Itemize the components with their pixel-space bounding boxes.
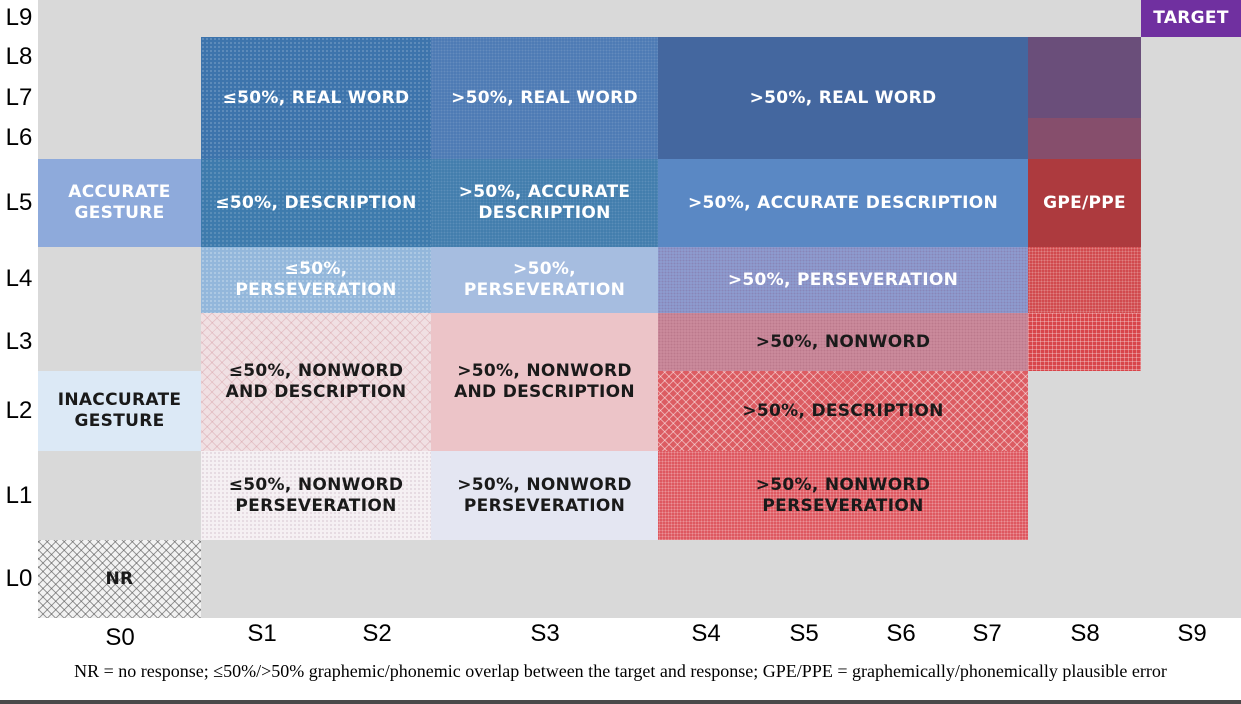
x-label-s1: S1: [247, 620, 277, 647]
nr-cell: NR: [38, 540, 201, 618]
accurate-gesture-cell: ACCURATE GESTURE: [38, 159, 201, 247]
s1s2-description-cell: ≤50%, DESCRIPTION: [201, 159, 431, 247]
s4s7-perseveration-cell: >50%, PERSEVERATION: [658, 247, 1028, 313]
s3-real-word-cell: >50%, REAL WORD: [431, 37, 658, 159]
s4s7-nonword-perseveration-cell: >50%, NONWORD PERSEVERATION: [658, 451, 1028, 540]
s8-l3-cell: [1028, 313, 1141, 371]
x-label-s4: S4: [691, 620, 721, 647]
target-cell: TARGET: [1141, 0, 1241, 37]
x-label-s9: S9: [1177, 620, 1207, 647]
s3-nonword-perseveration-cell: >50%, NONWORD PERSEVERATION: [431, 451, 658, 540]
chart-grid: TARGET ≤50%, REAL WORD >50%, REAL WORD >…: [38, 0, 1241, 618]
x-label-s0: S0: [105, 624, 135, 651]
s1s2-nonword-perseveration-cell: ≤50%, NONWORD PERSEVERATION: [201, 451, 431, 540]
y-label-l5: L5: [5, 189, 33, 216]
bottom-border: [0, 700, 1241, 704]
y-label-l0: L0: [5, 565, 33, 592]
s4s7-real-word-cell: >50%, REAL WORD: [658, 37, 1028, 159]
s1s2-nonword-description-cell: ≤50%, NONWORD AND DESCRIPTION: [201, 313, 431, 451]
s8-l8-l7-cell: [1028, 37, 1141, 118]
y-label-l3: L3: [5, 328, 33, 355]
s1s2-real-word-cell: ≤50%, REAL WORD: [201, 37, 431, 159]
y-label-l8: L8: [5, 43, 33, 70]
y-label-l6: L6: [5, 124, 33, 151]
x-label-s2: S2: [362, 620, 392, 647]
x-label-s5: S5: [789, 620, 819, 647]
footnote: NR = no response; ≤50%/>50% graphemic/ph…: [74, 661, 1167, 681]
y-label-l7: L7: [5, 84, 33, 111]
inaccurate-gesture-cell: INACCURATE GESTURE: [38, 371, 201, 451]
s3-perseveration-cell: >50%, PERSEVERATION: [431, 247, 658, 313]
s3-nonword-description-cell: >50%, NONWORD AND DESCRIPTION: [431, 313, 658, 451]
s4s7-accurate-description-cell: >50%, ACCURATE DESCRIPTION: [658, 159, 1028, 247]
y-label-l4: L4: [5, 265, 33, 292]
s1s2-perseveration-cell: ≤50%, PERSEVERATION: [201, 247, 431, 313]
y-label-l1: L1: [5, 482, 33, 509]
s3-accurate-description-cell: >50%, ACCURATE DESCRIPTION: [431, 159, 658, 247]
x-label-s3: S3: [530, 620, 560, 647]
s8-l6-cell: [1028, 118, 1141, 159]
x-label-s8: S8: [1070, 620, 1100, 647]
gpe-ppe-cell: GPE/PPE: [1028, 159, 1141, 247]
s8-l4-cell: [1028, 247, 1141, 313]
x-label-s6: S6: [886, 620, 916, 647]
y-label-l2: L2: [5, 397, 33, 424]
s4s7-description-cell: >50%, DESCRIPTION: [658, 371, 1028, 451]
y-label-l9: L9: [5, 4, 33, 31]
s4s7-nonword-cell: >50%, NONWORD: [658, 313, 1028, 371]
x-label-s7: S7: [972, 620, 1002, 647]
